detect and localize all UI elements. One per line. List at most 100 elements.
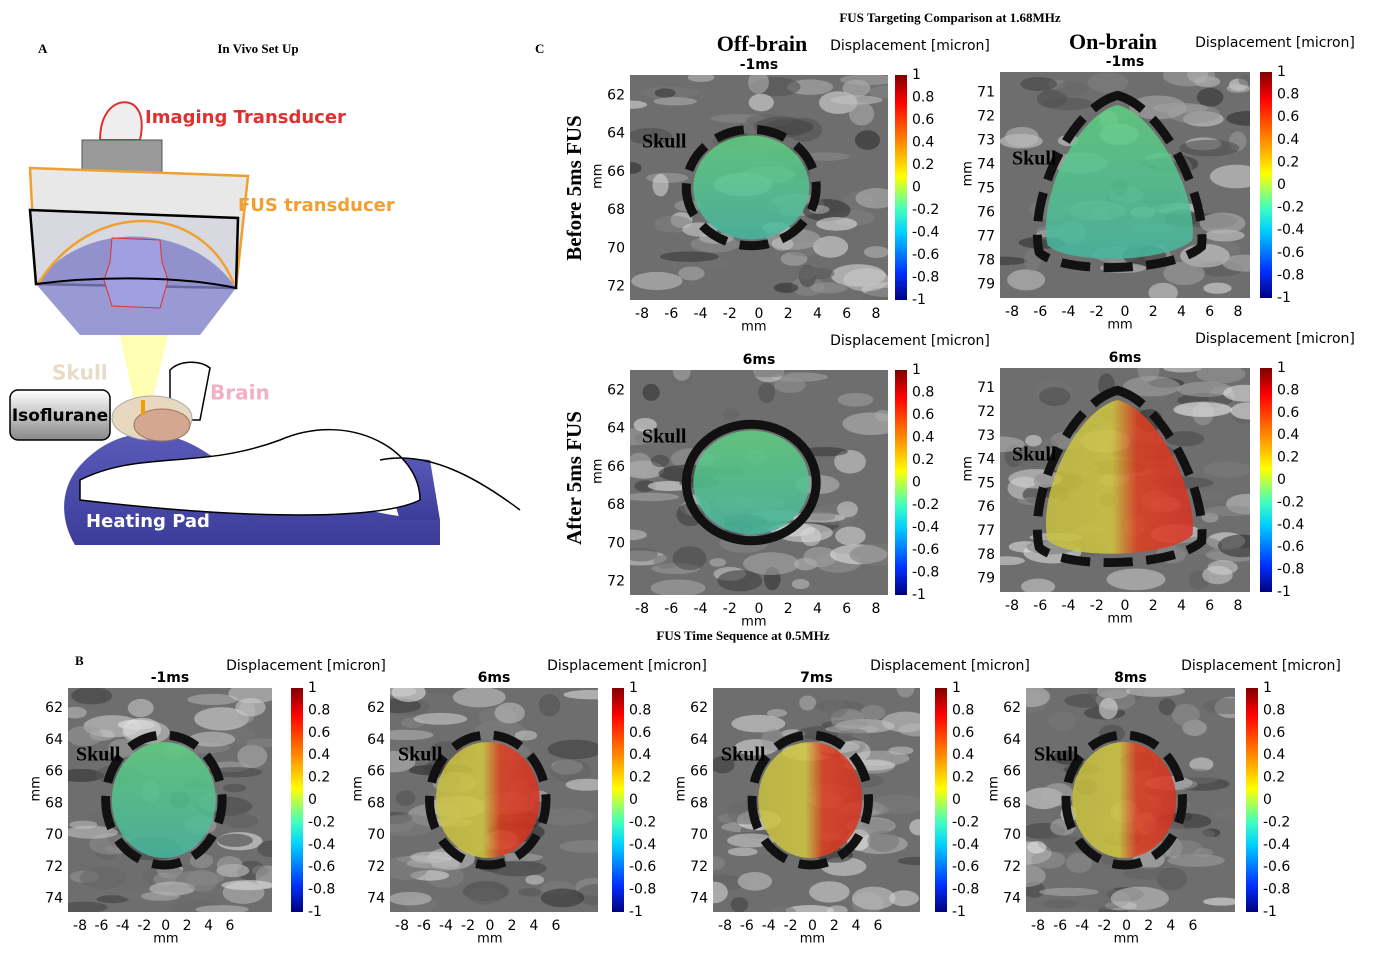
- speckle-blob: [1197, 88, 1224, 107]
- y-tick-label: 64: [607, 421, 625, 437]
- colorbar-tick-label: -0.4: [1277, 517, 1304, 533]
- ultrasound-plot: Skull6msDisplacement [micron]10.80.60.40…: [961, 331, 1355, 627]
- speckle-blob: [1039, 888, 1099, 896]
- speckle-blob: [1210, 165, 1263, 189]
- speckle-blob: [738, 872, 773, 891]
- speckle-blob: [748, 369, 789, 377]
- x-tick-label: -8: [1005, 598, 1019, 614]
- colorbar-label: Displacement [micron]: [830, 333, 990, 349]
- speckle-blob: [652, 174, 668, 197]
- speckle-blob: [824, 699, 848, 717]
- panel-letter: C: [535, 41, 544, 56]
- speckle-blob: [655, 88, 676, 97]
- colorbar: [1246, 688, 1258, 912]
- ultrasound-plot: Skull6msDisplacement [micron]10.80.60.40…: [351, 658, 707, 947]
- speckle-blob: [875, 410, 891, 421]
- x-tick-label: 4: [813, 601, 822, 617]
- x-tick-label: -6: [1033, 598, 1047, 614]
- x-tick-label: 4: [1177, 304, 1186, 320]
- speckle-blob: [731, 897, 749, 912]
- x-tick-label: -4: [1062, 598, 1076, 614]
- colorbar-tick-label: 0.6: [1277, 109, 1299, 125]
- y-tick-label: 72: [690, 859, 708, 875]
- y-tick-label: 64: [607, 126, 625, 142]
- speckle-blob: [688, 73, 715, 82]
- x-tick-label: 8: [872, 601, 881, 617]
- y-axis-label: mm: [351, 776, 366, 801]
- column-header: Off-brain: [717, 31, 807, 56]
- speckle-blob: [1199, 213, 1245, 234]
- colorbar-tick-label: 0.8: [912, 385, 934, 401]
- colorbar-tick-label: 0.2: [1277, 450, 1299, 466]
- colorbar-tick-label: -1: [912, 587, 926, 603]
- speckle-blob: [1027, 841, 1046, 853]
- speckle-blob: [749, 94, 774, 112]
- colorbar-tick-label: 0.2: [629, 770, 651, 786]
- colorbar-tick-label: -0.2: [912, 497, 939, 513]
- y-tick-label: 66: [1003, 764, 1021, 780]
- speckle-blob: [849, 102, 874, 125]
- colorbar-tick-label: 0.8: [308, 702, 330, 718]
- speckle-blob: [748, 71, 769, 94]
- colorbar-tick-label: 0.8: [912, 90, 934, 106]
- x-tick-label: -4: [762, 918, 776, 934]
- x-axis-label: mm: [741, 615, 766, 630]
- diagram-label: Imaging Transducer: [145, 107, 346, 128]
- x-tick-label: 6: [1205, 598, 1214, 614]
- speckle-blob: [717, 570, 762, 591]
- speckle-blob: [1107, 569, 1166, 591]
- x-tick-label: 6: [1189, 918, 1198, 934]
- setup-diagram: [10, 102, 520, 545]
- colorbar-tick-label: -0.2: [952, 814, 979, 830]
- x-axis-label: mm: [1114, 932, 1139, 947]
- colorbar-tick-label: -0.6: [912, 542, 939, 558]
- speckle-blob: [222, 880, 274, 890]
- y-axis-label: mm: [987, 776, 1002, 801]
- colorbar-tick-label: -0.4: [1277, 222, 1304, 238]
- y-tick-label: 66: [367, 764, 385, 780]
- colorbar-tick-label: 0.6: [1263, 725, 1285, 741]
- speckle-blob: [743, 552, 799, 575]
- speckle-blob: [1048, 711, 1076, 731]
- colorbar-tick-label: 0.4: [1263, 747, 1285, 763]
- diagram-label: Skull: [52, 361, 108, 385]
- x-tick-label: 6: [552, 918, 561, 934]
- x-tick-label: 6: [874, 918, 883, 934]
- colorbar-tick-label: 0.4: [629, 747, 651, 763]
- x-tick-label: -8: [718, 918, 732, 934]
- speckle-blob: [128, 699, 154, 717]
- speckle-blob: [223, 784, 246, 792]
- speckle-blob: [830, 95, 882, 104]
- x-axis-label: mm: [800, 932, 825, 947]
- colorbar-tick-label: 0.8: [952, 702, 974, 718]
- x-tick-label: -2: [461, 918, 475, 934]
- speckle-blob: [642, 384, 659, 401]
- colorbar-tick-label: -0.6: [629, 859, 656, 875]
- x-tick-label: -4: [1062, 304, 1076, 320]
- colorbar-tick-label: 0: [1277, 472, 1286, 488]
- speckle-blob: [1126, 685, 1185, 697]
- speckle-blob: [1099, 698, 1118, 719]
- y-tick-label: 66: [45, 764, 63, 780]
- x-tick-label: 2: [1149, 304, 1158, 320]
- speckle-blob: [867, 830, 899, 852]
- colorbar-tick-label: 0.6: [912, 112, 934, 128]
- colorbar-tick-label: 0.4: [1277, 132, 1299, 148]
- ultrasound-plot: Skull-1msDisplacement [micron]10.80.60.4…: [961, 35, 1355, 333]
- colorbar-tick-label: -0.8: [952, 882, 979, 898]
- x-tick-label: -6: [1053, 918, 1067, 934]
- colorbar-tick-label: 1: [308, 680, 317, 696]
- colorbar-tick-label: 0: [629, 792, 638, 808]
- speckle-blob: [217, 834, 253, 847]
- speckle-blob: [1203, 461, 1251, 477]
- speckle-blob: [1153, 103, 1208, 114]
- colorbar-tick-label: -0.6: [1277, 245, 1304, 261]
- ultrasound-plot: Skull6msDisplacement [micron]10.80.60.40…: [591, 333, 990, 630]
- colorbar-tick-label: -0.4: [629, 837, 656, 853]
- colorbar-tick-label: 0.2: [1277, 154, 1299, 170]
- colorbar: [291, 688, 303, 912]
- colorbar: [895, 75, 907, 300]
- x-tick-label: 2: [508, 918, 517, 934]
- speckle-blob: [827, 905, 848, 915]
- speckle-blob: [525, 875, 544, 885]
